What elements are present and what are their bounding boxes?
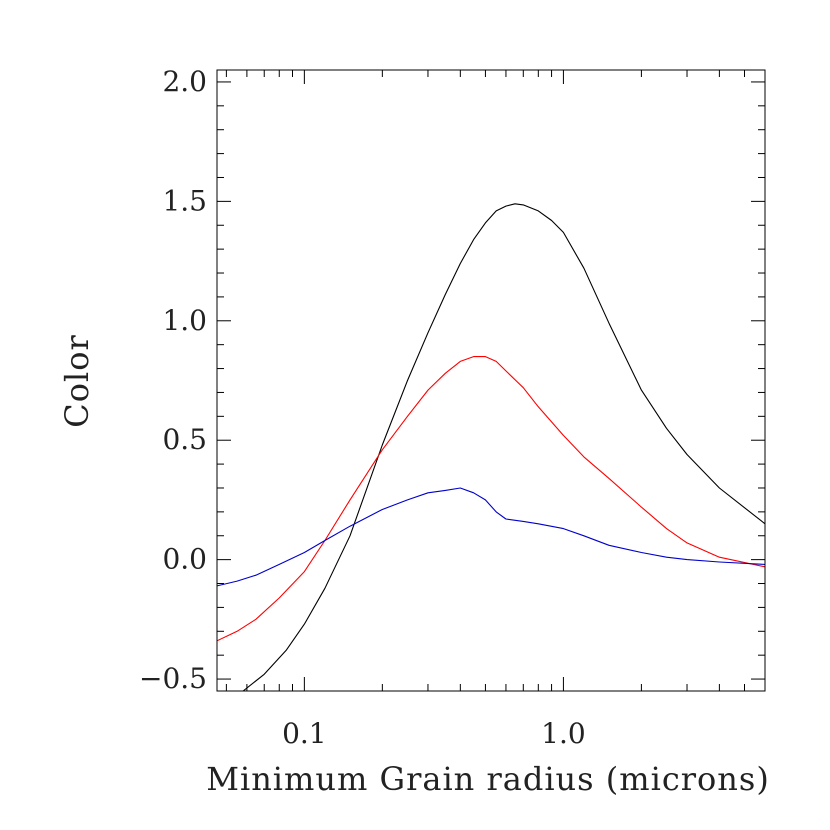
y-tick-label: 0.0 [162,543,207,576]
plot-frame [216,69,766,692]
series-layer [217,203,765,691]
y-tick-label: −0.5 [139,662,207,695]
ticks-layer [217,70,766,691]
labels-layer: −0.5 0.0 0.5 1.0 1.5 2.0 0.1 1.0 [139,65,586,750]
series-line-3 [217,487,765,587]
x-axis-title: Minimum Grain radius (microns) [206,760,770,798]
x-tick-label: 0.1 [282,717,327,750]
y-tick-label: 1.5 [162,184,207,217]
series-line-2 [217,356,765,642]
y-tick-label: 2.0 [162,65,207,98]
series-line-1 [242,203,765,691]
y-tick-label: 1.0 [162,304,207,337]
y-tick-label: 0.5 [162,423,207,456]
x-tick-label: 1.0 [541,717,586,750]
y-axis-title: Color [58,334,96,428]
